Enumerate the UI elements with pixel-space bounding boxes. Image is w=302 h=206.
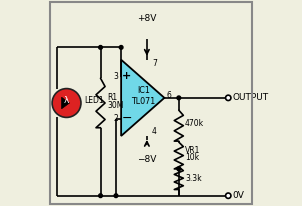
Circle shape	[99, 46, 102, 49]
Text: λ: λ	[63, 96, 69, 105]
Text: IC1
TL071: IC1 TL071	[131, 86, 156, 106]
Text: VR1: VR1	[185, 146, 200, 156]
Text: OUTPUT: OUTPUT	[232, 93, 268, 102]
Text: 7: 7	[152, 59, 157, 68]
Circle shape	[177, 167, 181, 171]
Text: −: −	[122, 112, 132, 125]
Circle shape	[99, 194, 102, 198]
Text: 3: 3	[113, 72, 118, 81]
Text: 6: 6	[167, 91, 172, 100]
Text: 2: 2	[113, 114, 118, 123]
Text: 30M: 30M	[107, 101, 124, 110]
Circle shape	[119, 46, 123, 49]
Text: 0V: 0V	[232, 191, 244, 200]
Polygon shape	[121, 60, 164, 136]
Text: R1: R1	[107, 93, 117, 102]
Circle shape	[226, 95, 231, 101]
Text: 10k: 10k	[185, 153, 199, 162]
Text: 4: 4	[152, 127, 157, 136]
Text: +8V: +8V	[137, 14, 156, 23]
Text: 3.3k: 3.3k	[185, 174, 202, 183]
Polygon shape	[62, 97, 69, 109]
Circle shape	[114, 194, 118, 198]
Text: −8V: −8V	[137, 154, 156, 164]
Text: +: +	[122, 71, 132, 81]
Circle shape	[52, 89, 81, 117]
Circle shape	[226, 193, 231, 198]
Circle shape	[177, 96, 181, 100]
Text: LED1: LED1	[84, 96, 104, 105]
Text: 470k: 470k	[185, 119, 204, 128]
